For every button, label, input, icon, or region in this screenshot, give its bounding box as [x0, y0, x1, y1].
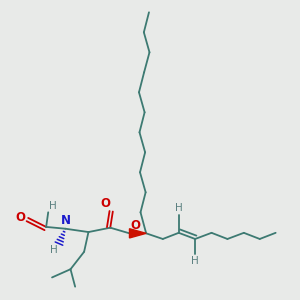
Text: H: H [191, 256, 199, 266]
Text: H: H [50, 245, 58, 255]
Text: H: H [175, 203, 183, 213]
Text: N: N [60, 214, 70, 227]
Text: O: O [130, 219, 140, 232]
Polygon shape [130, 229, 146, 238]
Text: H: H [50, 201, 57, 211]
Text: O: O [15, 211, 25, 224]
Text: O: O [101, 197, 111, 210]
